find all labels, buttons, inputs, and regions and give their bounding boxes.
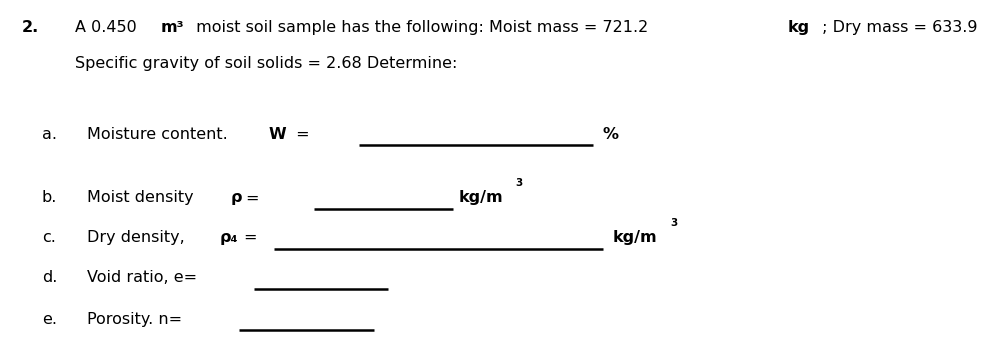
Text: %: % [603, 127, 619, 142]
Text: kg/m: kg/m [613, 230, 657, 245]
Text: W: W [268, 127, 286, 142]
Text: a.: a. [42, 127, 57, 142]
Text: Moist density: Moist density [87, 190, 198, 205]
Text: kg: kg [788, 20, 810, 35]
Text: ; Dry mass = 633.9: ; Dry mass = 633.9 [817, 20, 982, 35]
Text: Dry density,: Dry density, [87, 230, 189, 245]
Text: m³: m³ [161, 20, 184, 35]
Text: =: = [291, 127, 310, 142]
Text: 3: 3 [670, 218, 677, 228]
Text: 3: 3 [516, 178, 523, 188]
Text: b.: b. [42, 190, 57, 205]
Text: ρ: ρ [231, 190, 242, 205]
Text: Moisture content.: Moisture content. [87, 127, 227, 142]
Text: ρ₄: ρ₄ [219, 230, 238, 245]
Text: moist soil sample has the following: Moist mass = 721.2: moist soil sample has the following: Moi… [191, 20, 653, 35]
Text: e.: e. [42, 312, 57, 327]
Text: Void ratio, e=: Void ratio, e= [87, 270, 197, 285]
Text: 2.: 2. [22, 20, 39, 35]
Text: A 0.450: A 0.450 [75, 20, 141, 35]
Text: d.: d. [42, 270, 57, 285]
Text: Porosity. n=: Porosity. n= [87, 312, 182, 327]
Text: kg/m: kg/m [458, 190, 503, 205]
Text: Specific gravity of soil solids = 2.68 Determine:: Specific gravity of soil solids = 2.68 D… [75, 56, 457, 71]
Text: =: = [243, 230, 257, 245]
Text: =: = [246, 190, 259, 205]
Text: c.: c. [42, 230, 56, 245]
